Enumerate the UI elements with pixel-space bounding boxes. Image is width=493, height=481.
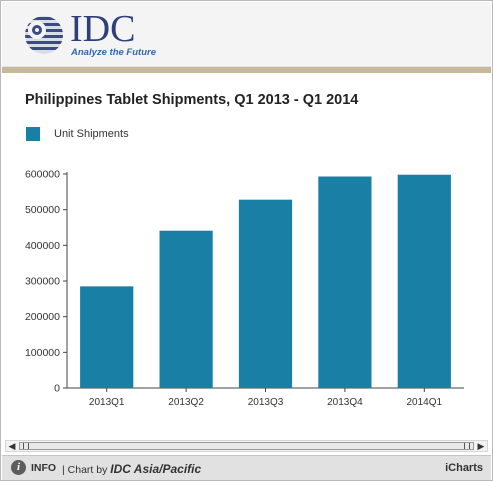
chart-credit-source[interactable]: IDC Asia/Pacific bbox=[110, 462, 202, 476]
x-tick-label: 2013Q1 bbox=[89, 397, 125, 408]
grip-right-icon bbox=[464, 443, 470, 449]
bar[interactable] bbox=[318, 176, 372, 388]
icharts-brand[interactable]: iCharts bbox=[445, 462, 483, 474]
chart-title: Philippines Tablet Shipments, Q1 2013 - … bbox=[25, 92, 359, 108]
globe-logo-icon bbox=[25, 16, 63, 54]
legend-swatch[interactable] bbox=[26, 127, 40, 141]
y-tick-label: 100000 bbox=[25, 347, 60, 359]
bar-chart: 0 100000 200000 300000 400000 500000 600000 201… bbox=[25, 169, 464, 408]
logo-tagline: Analyze the Future bbox=[71, 47, 156, 58]
chart-credit: | Chart by IDC Asia/Pacific bbox=[62, 462, 201, 476]
y-tick-label: 200000 bbox=[25, 311, 60, 323]
bar[interactable] bbox=[238, 199, 293, 388]
footer: i INFO | Chart by IDC Asia/Pacific iChar… bbox=[2, 455, 491, 480]
bar[interactable] bbox=[159, 230, 213, 388]
legend-label[interactable]: Unit Shipments bbox=[54, 128, 129, 140]
y-tick-label: 600000 bbox=[25, 169, 60, 181]
chart-credit-prefix: | Chart by bbox=[62, 464, 111, 476]
scroll-right-icon[interactable]: ▶ bbox=[477, 441, 485, 451]
y-tick-label: 400000 bbox=[25, 240, 60, 252]
y-tick-label: 300000 bbox=[25, 276, 60, 288]
bar[interactable] bbox=[80, 286, 134, 388]
y-tick-label: 0 bbox=[54, 383, 60, 395]
x-tick-label: 2013Q4 bbox=[327, 397, 363, 408]
horizontal-scrollbar[interactable]: ◀ ▶ bbox=[5, 440, 488, 452]
bar[interactable] bbox=[397, 174, 451, 388]
info-icon[interactable]: i bbox=[11, 460, 26, 475]
info-link[interactable]: INFO bbox=[31, 462, 57, 474]
header: IDC Analyze the Future bbox=[2, 2, 491, 67]
scroll-left-icon[interactable]: ◀ bbox=[8, 441, 16, 451]
scroll-thumb[interactable] bbox=[19, 442, 474, 450]
header-divider bbox=[2, 67, 491, 73]
x-tick-label: 2014Q1 bbox=[407, 397, 443, 408]
x-tick-label: 2013Q3 bbox=[248, 397, 284, 408]
logo-wordmark: IDC bbox=[70, 8, 136, 50]
x-tick-label: 2013Q2 bbox=[168, 397, 204, 408]
grip-left-icon bbox=[23, 443, 29, 449]
y-tick-label: 500000 bbox=[25, 204, 60, 216]
